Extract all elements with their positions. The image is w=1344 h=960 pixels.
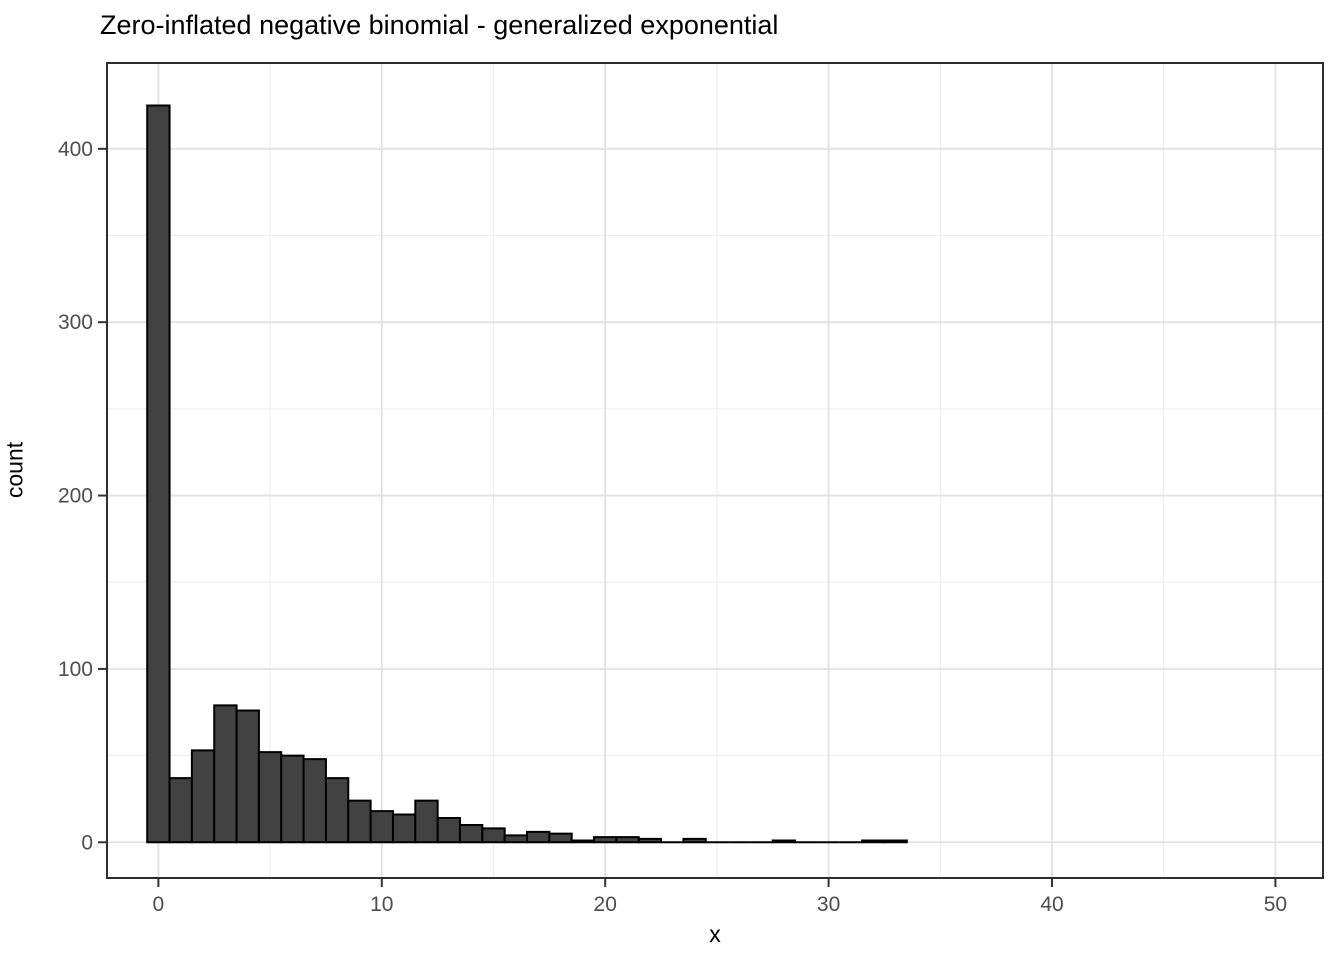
y-tick-label: 400 <box>58 138 93 161</box>
histogram-bar <box>190 749 216 844</box>
x-tick-label: 0 <box>153 893 165 916</box>
x-tick-label: 40 <box>1040 893 1063 916</box>
y-tick-label: 200 <box>58 485 93 508</box>
x-tick-label: 30 <box>817 893 840 916</box>
y-tick-label: 300 <box>58 311 93 334</box>
histogram-bar <box>570 839 596 844</box>
histogram-bar <box>593 836 618 844</box>
panel-border <box>106 62 1324 879</box>
x-tick-label: 50 <box>1264 893 1287 916</box>
histogram-bar <box>347 799 372 844</box>
histogram-bar <box>235 709 260 844</box>
y-tick-label: 100 <box>58 658 93 681</box>
plot-panel <box>107 63 1323 878</box>
x-axis-title: x <box>709 921 721 947</box>
histogram-bar <box>503 834 529 844</box>
histogram-bar <box>615 836 640 844</box>
histogram-bar <box>168 777 193 844</box>
histogram-bar <box>637 837 663 844</box>
chart-title: Zero-inflated negative binomial - genera… <box>100 10 779 40</box>
histogram-bar <box>146 104 171 844</box>
histogram-bar <box>883 839 908 844</box>
histogram-bar <box>548 832 573 844</box>
histogram-bar <box>481 827 506 844</box>
histogram-bar <box>391 813 417 844</box>
histogram-bar <box>324 777 350 844</box>
histogram-bar <box>682 837 707 844</box>
histogram-bar <box>436 817 461 844</box>
histogram-bar <box>280 754 305 844</box>
y-axis-title: count <box>1 441 28 499</box>
histogram-bar <box>414 799 439 844</box>
histogram-bar <box>861 839 886 844</box>
histogram-bar <box>302 758 327 844</box>
x-tick-label: 10 <box>370 893 393 916</box>
histogram-bar <box>458 823 484 844</box>
histogram-bar <box>213 704 238 844</box>
histogram-bar <box>771 839 797 844</box>
y-tick-label: 0 <box>81 831 93 854</box>
histogram-bar <box>526 830 551 844</box>
histogram-bar <box>257 751 283 844</box>
histogram-bar <box>369 810 394 844</box>
x-tick-label: 20 <box>594 893 617 916</box>
